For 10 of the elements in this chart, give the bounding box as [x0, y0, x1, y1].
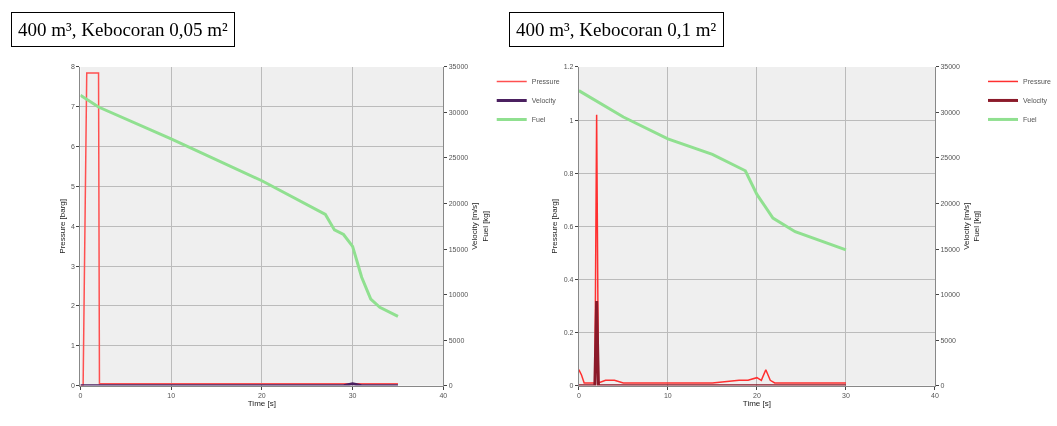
line-series: [80, 93, 400, 318]
x-axis-title: Time [s]: [247, 399, 276, 409]
line-series: [578, 89, 848, 252]
y-axis-title: Pressure [barg]: [550, 198, 560, 254]
chart-title: 400 m³, Kebocoran 0,1 m²: [516, 19, 717, 40]
x-axis-title: Time [s]: [742, 399, 771, 409]
chart-title: 400 m³, Kebocoran 0,05 m²: [18, 19, 229, 40]
y-axis-title: Pressure [barg]: [57, 198, 67, 254]
y2-axis-title: Velocity [m/s] Fuel [kg]: [962, 202, 982, 250]
y2-axis-title: Velocity [m/s] Fuel [kg]: [470, 202, 490, 250]
